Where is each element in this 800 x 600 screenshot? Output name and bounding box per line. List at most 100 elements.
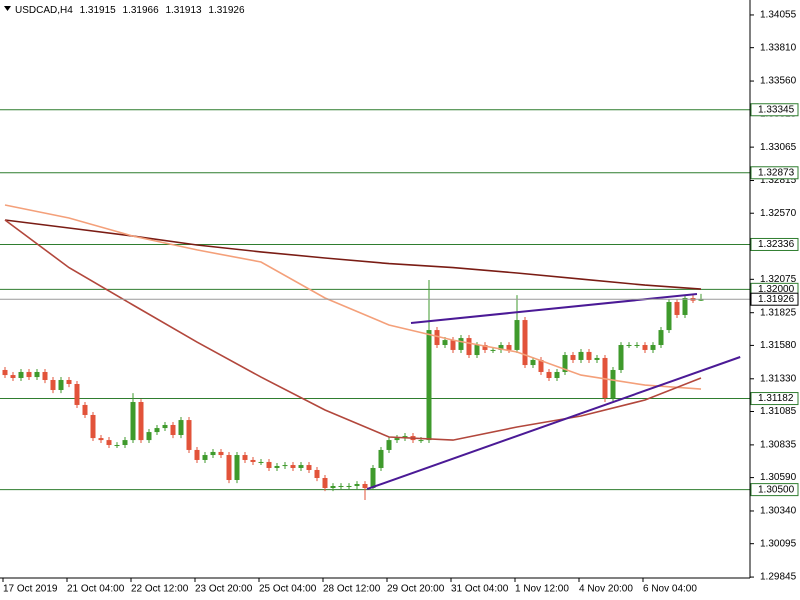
plot-area [0, 109, 750, 501]
level-label-box [750, 103, 799, 117]
candle-body [106, 440, 112, 446]
candle-body [506, 345, 512, 350]
candle-body [522, 320, 528, 366]
y-tick-label: 1.31580 [760, 340, 797, 351]
level-label: 1.31182 [758, 393, 794, 404]
candle-body [322, 477, 328, 489]
candle-body [418, 440, 424, 442]
candle-body [426, 330, 432, 441]
candle-body [346, 486, 352, 488]
candle-body [626, 345, 632, 347]
candle-body [250, 459, 256, 462]
y-tick-label: 1.30340 [760, 506, 797, 517]
candle-body [42, 371, 48, 380]
level-label-box [750, 483, 799, 497]
y-tick-label: 1.32570 [760, 208, 797, 219]
trend-line [366, 356, 741, 491]
symbol-menu-arrow[interactable] [4, 6, 11, 11]
candle-body [122, 440, 128, 446]
candle-body [170, 424, 176, 436]
candle-body [218, 451, 224, 456]
candle-body [282, 465, 288, 467]
header-low: 1.31913 [165, 5, 202, 16]
candle-body [634, 345, 640, 347]
candle-body [186, 420, 192, 450]
candle-body [338, 486, 344, 488]
candle-body [58, 379, 64, 391]
candle-body [650, 345, 656, 350]
candle-body [474, 345, 480, 356]
candle-body [178, 420, 184, 436]
x-tick-label: 31 Oct 04:00 [451, 584, 509, 595]
candle-body [586, 351, 592, 360]
candle-body [570, 355, 576, 360]
candle-body [330, 486, 336, 489]
candle-body [666, 302, 672, 331]
chart-header: USDCAD,H4 1.31915 1.31966 1.31913 1.3192… [15, 5, 245, 16]
x-tick-label: 1 Nov 12:00 [515, 584, 569, 595]
x-tick-label: 22 Oct 12:00 [131, 584, 189, 595]
candle-body [2, 369, 8, 376]
y-tick-label: 1.32815 [760, 175, 797, 186]
candle-body [562, 355, 568, 372]
y-tick-label: 1.31085 [760, 406, 797, 417]
price-label: 1.31926 [758, 294, 795, 305]
candle-body [674, 302, 680, 315]
candle-body [386, 440, 392, 450]
candle-body [98, 438, 104, 441]
x-tick-label: 6 Nov 04:00 [643, 584, 697, 595]
candle-body [450, 340, 456, 350]
candle-body [610, 369, 616, 399]
chart-title: USDCAD,H4 [15, 5, 73, 16]
candle-body [682, 298, 688, 315]
y-tick-label: 1.29845 [760, 572, 797, 583]
candle-body [362, 484, 368, 489]
x-tick-label: 29 Oct 20:00 [387, 584, 445, 595]
candle-body [658, 330, 664, 346]
level-label-box [750, 392, 799, 406]
y-tick-label: 1.33810 [760, 42, 797, 53]
candle-body [146, 432, 152, 441]
candle-body [242, 455, 248, 460]
candle-body [10, 375, 16, 378]
x-tick-label: 28 Oct 12:00 [323, 584, 381, 595]
level-label: 1.33345 [758, 104, 795, 115]
x-tick-label: 25 Oct 04:00 [259, 584, 317, 595]
candle-body [498, 345, 504, 350]
candle-body [490, 349, 496, 351]
y-tick-label: 1.30835 [760, 440, 797, 451]
candle-body [162, 424, 168, 429]
candle-body [466, 338, 472, 356]
candle-body [66, 379, 72, 384]
candle-body [642, 345, 648, 350]
candle-body [18, 371, 24, 378]
candle-body [154, 428, 160, 433]
moving-average-line [4, 219, 702, 290]
x-tick-label: 17 Oct 2019 [3, 584, 58, 595]
candle-body [618, 345, 624, 370]
y-tick-label: 1.33560 [760, 76, 797, 87]
candle-body [138, 402, 144, 441]
level-label-box [750, 237, 799, 251]
x-tick-label: 4 Nov 20:00 [579, 584, 633, 595]
candle-body [378, 449, 384, 468]
candle-body [514, 320, 520, 350]
candle-body [482, 345, 488, 350]
candle-body [290, 465, 296, 468]
candle-body [538, 359, 544, 372]
candle-body [594, 357, 600, 360]
candle-body [434, 330, 440, 346]
candle-body [274, 465, 280, 468]
header-high: 1.31966 [123, 5, 160, 16]
level-label-box [750, 166, 799, 180]
candle-body [266, 461, 272, 468]
moving-average-line [4, 204, 702, 390]
price-label-box [750, 292, 799, 306]
candle-body [234, 455, 240, 480]
level-label: 1.32000 [758, 284, 795, 295]
candle-body [90, 414, 96, 439]
